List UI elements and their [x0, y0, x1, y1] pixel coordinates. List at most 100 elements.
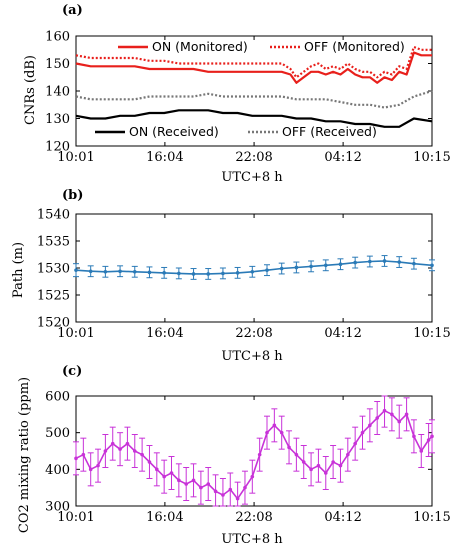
- panel-a-ylabel: CNRs (dB): [23, 55, 38, 125]
- data-point: [309, 264, 313, 269]
- data-point: [323, 263, 328, 268]
- data-point: [206, 482, 211, 486]
- x-tick-label: 10:01: [57, 510, 94, 525]
- y-tick-label: 600: [45, 390, 70, 405]
- data-point: [162, 271, 166, 275]
- data-point: [309, 467, 313, 472]
- data-point: [294, 452, 299, 457]
- data-point: [426, 438, 431, 442]
- plot-frame: [75, 213, 433, 323]
- panel-b-label: (b): [62, 188, 83, 203]
- data-point: [301, 460, 306, 464]
- data-point: [88, 467, 93, 472]
- data-point: [235, 496, 240, 501]
- y-tick-label: 1540: [37, 208, 70, 223]
- data-point: [294, 265, 299, 270]
- panel-b-plot: 1520 1525 1530 1535 1540 10:01 16:04 22:08 04:12…: [37, 208, 451, 342]
- data-point: [360, 430, 365, 435]
- legend-off-received: OFF (Received): [282, 124, 377, 139]
- data-point: [338, 463, 343, 468]
- data-point: [250, 474, 255, 479]
- data-point: [110, 441, 115, 446]
- data-point: [331, 460, 335, 464]
- x-tick-label: 04:12: [324, 150, 361, 165]
- data-point: [103, 449, 108, 453]
- y-tick-label: 1530: [37, 262, 70, 277]
- y-tick-label: 130: [45, 112, 70, 127]
- series-line: [75, 51, 432, 84]
- plot-frame: [75, 395, 433, 507]
- panel-a-xlabel: UTC+8 h: [221, 170, 283, 185]
- data-point: [155, 467, 159, 472]
- data-point: [184, 482, 188, 486]
- y-tick-label: 1520: [37, 316, 70, 331]
- data-point: [316, 463, 321, 468]
- legend-bottom: ON (Received) OFF (Received): [95, 124, 377, 139]
- data-point: [250, 269, 255, 274]
- data-point: [125, 441, 130, 446]
- panel-c-plot: 300 400 500 600 10:01 16:04 22:08 04:12 10:15: [45, 390, 451, 526]
- data-point: [368, 423, 372, 428]
- data-point: [397, 419, 402, 424]
- data-point: [132, 449, 137, 453]
- data-point: [243, 485, 247, 490]
- x-tick-label: 10:15: [413, 510, 450, 525]
- series-line: [75, 409, 433, 500]
- x-tick-label: 16:04: [146, 150, 183, 165]
- panel-b: (b) Path (m) UTC+8 h 1520 1525 1530 1535 154…: [11, 188, 451, 364]
- data-point: [147, 460, 152, 464]
- panel-b-xlabel: UTC+8 h: [221, 349, 283, 364]
- data-point: [338, 262, 343, 267]
- x-tick-label: 10:15: [413, 150, 450, 165]
- data-point: [199, 485, 203, 490]
- x-tick-label: 10:01: [57, 150, 94, 165]
- x-tick-label: 16:04: [146, 326, 183, 341]
- data-point: [353, 260, 357, 265]
- legend-top: ON (Monitored) OFF (Monitored): [118, 39, 405, 54]
- data-point: [162, 474, 166, 479]
- legend-on-monitored: ON (Monitored): [152, 39, 248, 54]
- panel-c: (c) CO2 mixing ratio (ppm) UTC+8 h 300 40…: [17, 364, 451, 547]
- y-tick-label: 300: [45, 500, 70, 515]
- data-point: [375, 416, 379, 420]
- data-point: [287, 445, 291, 450]
- panel-a-plot: 120 130 140 150 160 10:01 16:04 22:08 04:12 10:15: [45, 30, 451, 166]
- x-tick-label: 22:08: [235, 510, 272, 525]
- data-point: [103, 269, 108, 274]
- panel-a: (a) CNRs (dB) UTC+8 h 120 130 140 150 160 10:…: [23, 3, 451, 185]
- data-point: [177, 271, 181, 276]
- data-point: [140, 452, 144, 457]
- data-point: [368, 259, 372, 264]
- data-point: [404, 412, 409, 417]
- data-point: [177, 478, 181, 483]
- data-point: [118, 447, 122, 451]
- y-tick-label: 1535: [37, 235, 70, 250]
- data-point: [147, 270, 152, 275]
- data-point: [88, 269, 93, 274]
- data-point: [96, 463, 100, 468]
- x-tick-label: 16:04: [146, 510, 183, 525]
- y-tick-label: 500: [45, 426, 70, 441]
- series-line: [75, 89, 433, 109]
- x-tick-label: 22:08: [235, 326, 272, 341]
- data-point: [235, 271, 240, 275]
- x-tick-label: 10:01: [57, 326, 94, 341]
- data-point: [279, 266, 284, 271]
- data-point: [430, 263, 434, 268]
- y-tick-label: 120: [45, 140, 70, 155]
- data-point: [81, 452, 86, 457]
- y-tick-label: 160: [45, 30, 70, 45]
- data-point: [169, 471, 174, 475]
- data-point: [397, 260, 402, 264]
- series-line: [75, 45, 432, 79]
- panel-c-xlabel: UTC+8 h: [221, 532, 283, 547]
- data-point: [279, 430, 284, 435]
- data-point: [118, 269, 122, 274]
- series-line: [75, 109, 433, 128]
- data-point: [213, 489, 218, 494]
- data-point: [74, 456, 78, 461]
- y-tick-label: 1525: [37, 289, 70, 304]
- y-tick-label: 150: [45, 57, 70, 72]
- x-tick-label: 04:12: [324, 326, 361, 341]
